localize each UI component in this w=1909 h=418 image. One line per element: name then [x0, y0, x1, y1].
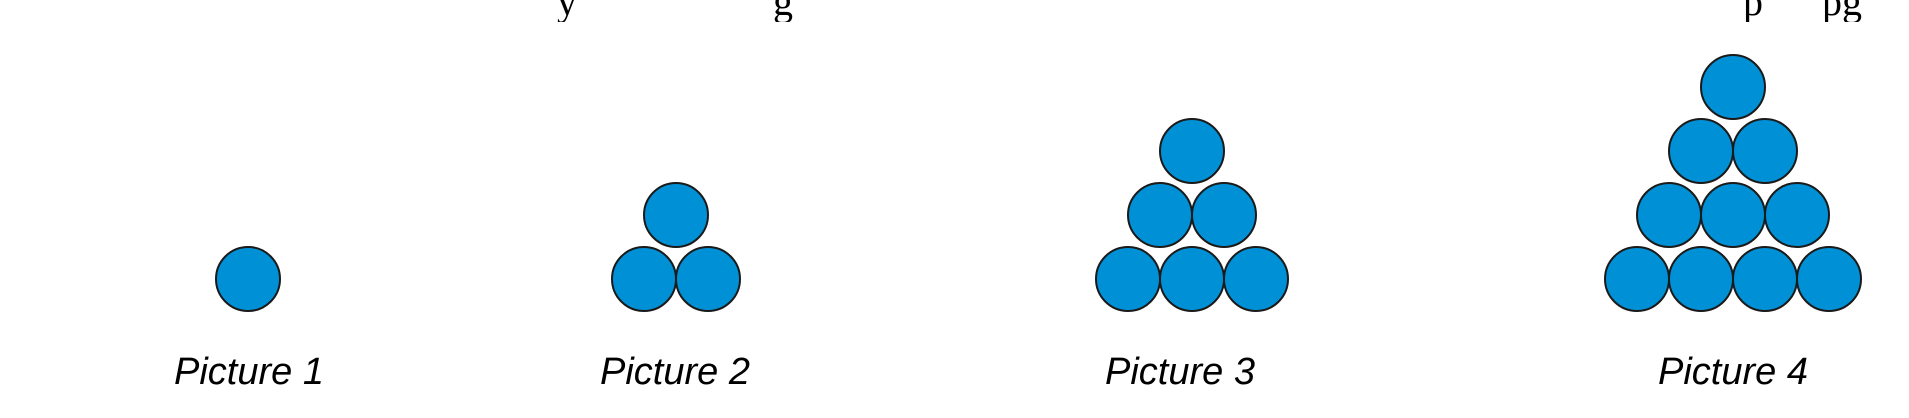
- picture-3-label: Picture 3: [1105, 351, 1255, 393]
- circle-dot: [1191, 182, 1257, 248]
- picture-4-circles: [1604, 54, 1862, 312]
- header-fragment: y: [557, 0, 577, 22]
- circle-dot: [1636, 182, 1702, 248]
- circle-dot: [1796, 246, 1862, 312]
- circle-dot: [1764, 182, 1830, 248]
- picture-1-label: Picture 1: [174, 351, 324, 393]
- picture-1-circles: [215, 246, 281, 312]
- circle-dot: [1095, 246, 1161, 312]
- circle-dot: [1223, 246, 1289, 312]
- circle-dot: [1700, 54, 1766, 120]
- picture-1-group: Picture 1: [174, 246, 324, 393]
- circle-dot: [675, 246, 741, 312]
- circle-dot: [1732, 246, 1798, 312]
- circle-dot: [1159, 246, 1225, 312]
- header-fragment: p: [1743, 0, 1763, 22]
- picture-4-label: Picture 4: [1658, 351, 1808, 393]
- picture-2-group: Picture 2: [600, 182, 750, 393]
- picture-4-group: Picture 4: [1604, 54, 1862, 393]
- circle-dot: [215, 246, 281, 312]
- circle-dot: [1668, 118, 1734, 184]
- header-fragment: g: [773, 0, 793, 22]
- picture-2-circles: [611, 182, 741, 312]
- picture-2-label: Picture 2: [600, 351, 750, 393]
- circle-dot: [1732, 118, 1798, 184]
- header-fragment: pg: [1822, 0, 1862, 22]
- circle-dot: [643, 182, 709, 248]
- cropped-header-text: y g p pg: [0, 0, 1909, 22]
- circle-dot: [1604, 246, 1670, 312]
- circle-dot: [1668, 246, 1734, 312]
- circle-dot: [1159, 118, 1225, 184]
- circle-dot: [1127, 182, 1193, 248]
- picture-3-circles: [1095, 118, 1289, 312]
- picture-3-group: Picture 3: [1095, 118, 1289, 393]
- circle-dot: [1700, 182, 1766, 248]
- circle-dot: [611, 246, 677, 312]
